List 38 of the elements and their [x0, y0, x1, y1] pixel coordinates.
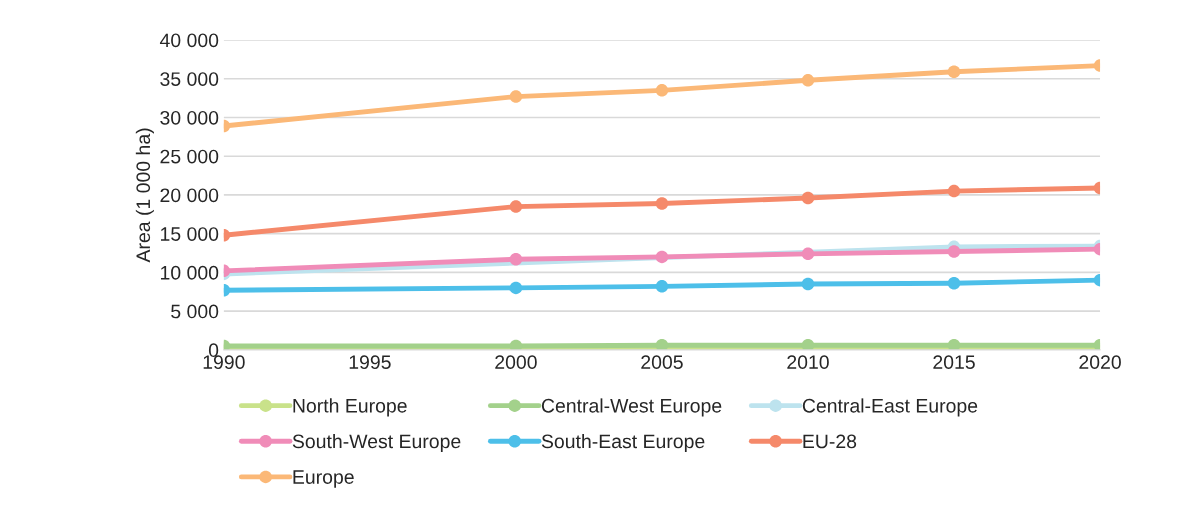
point [655, 84, 669, 97]
y-tick-label: 30 000 [160, 110, 219, 125]
point [655, 197, 669, 210]
x-tick-label: 2005 [641, 355, 683, 370]
y-tick-label: 5 000 [171, 304, 219, 319]
y-tick-label: 15 000 [160, 227, 219, 241]
legend-label: Europe [293, 470, 354, 488]
point [947, 245, 961, 258]
point [655, 250, 669, 264]
legend-label: EU-28 [803, 434, 857, 449]
point [509, 200, 523, 213]
point [509, 90, 523, 103]
x-tick-label: 1995 [349, 355, 391, 370]
legend-label: South-West Europe [292, 433, 461, 453]
y-tick-label: 20 000 [160, 188, 219, 203]
point [947, 277, 961, 290]
point [801, 191, 815, 205]
y-axis-title: Area (1 000 ha) [135, 128, 154, 263]
y-tick-label: 40 000 [159, 33, 219, 48]
y-tick-label: 25 000 [160, 149, 219, 164]
point [801, 277, 815, 291]
x-tick-label: 2020 [1079, 355, 1121, 370]
legend-label: Central-West Europe [541, 398, 722, 417]
x-tick-label: 2010 [787, 355, 829, 370]
point [509, 252, 523, 266]
point [947, 65, 961, 79]
point [801, 74, 815, 87]
point [801, 247, 815, 261]
x-tick-label: 2015 [933, 355, 975, 370]
legend-label: Central-East Europe [802, 398, 978, 417]
point [655, 280, 669, 293]
y-tick-label: 10 000 [160, 265, 219, 280]
x-tick-label: 2000 [495, 355, 537, 370]
point [947, 184, 961, 198]
legend-label: South-East Europe [541, 433, 705, 453]
y-tick-label: 35 000 [160, 72, 219, 86]
point [509, 281, 523, 295]
legend-label: North Europe [293, 398, 407, 417]
